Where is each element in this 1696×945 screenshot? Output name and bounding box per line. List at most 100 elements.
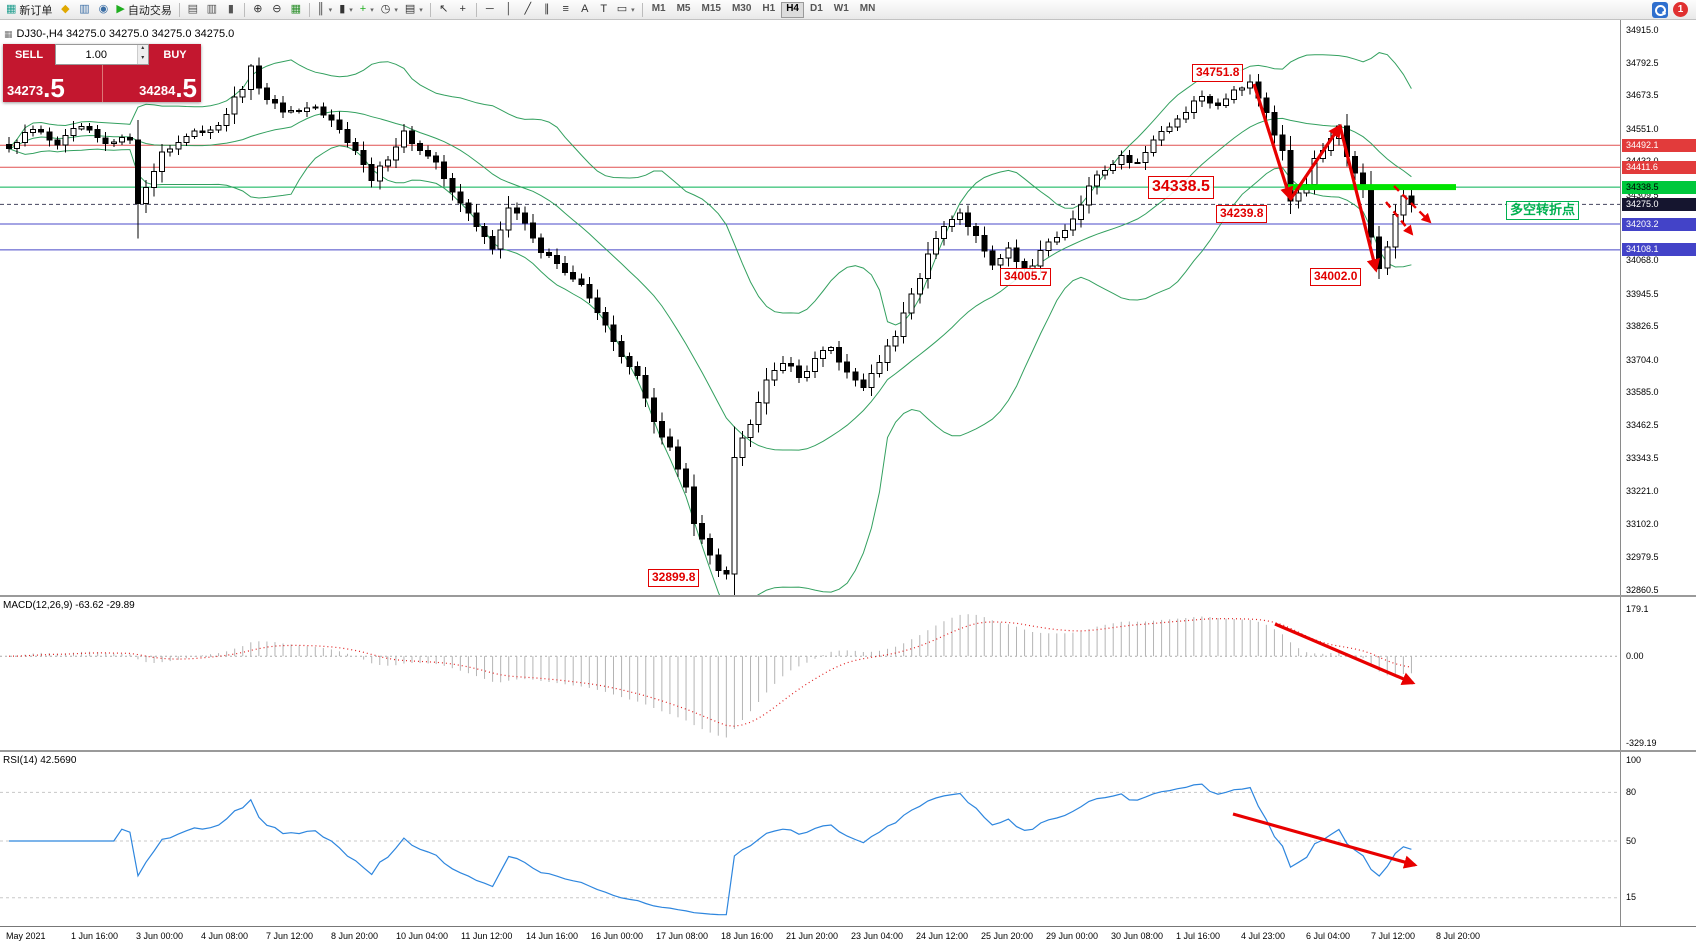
pane-splitter[interactable] — [0, 750, 1696, 752]
period-button[interactable]: ◷ ▾ — [378, 1, 401, 18]
time-axis-label: 16 Jun 00:00 — [591, 931, 644, 941]
timeframe-m1-button[interactable]: M1 — [651, 2, 666, 14]
rsi-pane[interactable]: RSI(14) 42.5690 100 80 50 15 — [0, 752, 1696, 926]
horizontal-levels — [0, 144, 1620, 251]
new-order-icon: ▦ — [6, 3, 17, 15]
timeframe-h1-button[interactable]: H1 — [762, 2, 776, 14]
candle-chart-type-button[interactable]: ▮ ▾ — [336, 1, 356, 18]
macd-chart-svg[interactable] — [0, 597, 1620, 750]
price-axis[interactable]: 34915.034792.534673.534551.034432.034309… — [1620, 20, 1696, 595]
trend-arrows — [1252, 83, 1432, 273]
trend-arrows — [1274, 622, 1416, 685]
add-indicator-button[interactable]: + ▾ — [357, 1, 377, 18]
time-axis[interactable]: May 2021 1 Jun 16:00 3 Jun 00:00 4 Jun 08:0… — [0, 926, 1696, 945]
toolbar-separator — [475, 2, 477, 17]
time-axis-label: 1 Jul 16:00 — [1176, 931, 1221, 941]
crosshair-button[interactable]: + — [454, 1, 472, 18]
zoom-in-button[interactable]: ⊕ — [249, 1, 267, 18]
chevron-down-icon: ▾ — [394, 6, 398, 14]
cursor-button[interactable]: ↖ — [435, 1, 453, 18]
time-axis-label: 4 Jul 23:00 — [1241, 931, 1286, 941]
rsi-chart-svg[interactable] — [0, 752, 1620, 926]
timeframe-m15-button[interactable]: M15 — [701, 2, 721, 14]
rsi-axis-label: 50 — [1626, 835, 1637, 846]
horizontal-line-icon: ─ — [485, 3, 494, 15]
timeframe-d1-button[interactable]: D1 — [810, 2, 823, 14]
main-chart-svg[interactable] — [0, 20, 1620, 595]
fibonacci-button[interactable]: ≡ — [557, 1, 575, 18]
price-tag-34275.0: 34275.0 — [1622, 197, 1696, 211]
timeframe-w1-button[interactable]: W1 — [833, 2, 849, 14]
search-icon[interactable] — [1652, 1, 1668, 18]
navigator-button[interactable]: ◉ — [94, 1, 112, 18]
autotrade-button-label: 自动交易 — [127, 4, 172, 17]
rsi-axis: 100 80 50 15 — [1620, 752, 1696, 926]
macd-pane[interactable]: MACD(12,26,9) -63.62 -29.89 179.1 0.00 -32… — [0, 597, 1696, 750]
buy-button[interactable]: BUY — [149, 44, 201, 65]
autotrade-button[interactable]: ▶ 自动交易 — [113, 1, 174, 18]
chart-bars-icon: ▮ — [227, 3, 234, 15]
price-axis-label: 32979.5 — [1626, 552, 1659, 563]
price-axis-label: 34915.0 — [1626, 24, 1659, 35]
price-axis-label: 33221.0 — [1626, 486, 1659, 497]
timeframe-mn-button[interactable]: MN — [859, 2, 876, 14]
toolbar-right-group: 1 — [1652, 1, 1693, 18]
text-label-icon: T — [600, 3, 608, 15]
ask-price[interactable]: 34284.5 — [101, 65, 201, 102]
rsi-axis-label: 100 — [1626, 754, 1642, 765]
sell-button[interactable]: SELL — [3, 44, 55, 65]
template-button[interactable]: ▤ ▾ — [402, 1, 426, 18]
annotation-34239.8: 34239.8 — [1216, 205, 1268, 223]
chart-icon: ▦ — [4, 28, 13, 39]
volume-input[interactable] — [56, 45, 137, 64]
channel-button[interactable]: ∥ — [538, 1, 556, 18]
new-order-button-label: 新订单 — [19, 4, 53, 17]
tick-chart-button[interactable]: ▤ — [184, 1, 202, 18]
add-indicator-icon: + — [359, 3, 367, 15]
time-axis-label: 18 Jun 16:00 — [721, 931, 774, 941]
new-order-button[interactable]: ▦ 新订单 — [3, 1, 55, 18]
macd-axis-label: 179.1 — [1626, 603, 1649, 614]
bar-chart-type-button[interactable]: ║ ▾ — [314, 1, 335, 18]
annotation-34751.8: 34751.8 — [1192, 64, 1244, 82]
trendline-icon: ╱ — [524, 3, 532, 15]
cursor-icon: ↖ — [439, 3, 449, 15]
text-button[interactable]: A — [576, 1, 594, 18]
time-axis-label: 14 Jun 16:00 — [526, 931, 579, 941]
timeframe-m30-button[interactable]: M30 — [731, 2, 752, 14]
horizontal-line-button[interactable]: ─ — [481, 1, 499, 18]
depth-of-market-button[interactable]: ▥ — [203, 1, 221, 18]
chart-window-button[interactable]: ◆ — [56, 1, 74, 18]
timeframe-m5-button[interactable]: M5 — [676, 2, 691, 14]
trendline-button[interactable]: ╱ — [519, 1, 537, 18]
toolbar-separator — [429, 2, 431, 17]
bid-price[interactable]: 34273.5 — [3, 65, 102, 102]
price-axis-label: 33462.5 — [1626, 420, 1659, 431]
price-axis-label: 33826.5 — [1626, 321, 1659, 332]
annotation-34338.5: 34338.5 — [1148, 176, 1214, 199]
zoom-out-button[interactable]: ⊖ — [268, 1, 286, 18]
shapes-button[interactable]: ▭ ▾ — [614, 1, 638, 18]
macd-label: MACD(12,26,9) -63.62 -29.89 — [3, 600, 135, 611]
tick-chart-icon: ▤ — [187, 3, 199, 15]
annotation-32899.8: 32899.8 — [648, 569, 700, 587]
pane-splitter[interactable] — [0, 595, 1696, 597]
market-watch-button[interactable]: ▥ — [75, 1, 93, 18]
chart-bars-button[interactable]: ▮ — [222, 1, 240, 18]
depth-of-market-icon: ▥ — [206, 3, 218, 15]
candles — [6, 57, 1415, 595]
volume-up-button[interactable]: ▴ — [137, 45, 148, 55]
timeframe-h4-button[interactable]: H4 — [781, 1, 804, 18]
bid-main-digits: 34273 — [7, 83, 44, 99]
main-chart-pane[interactable]: ▦ DJ30-,H4 34275.0 34275.0 34275.0 34275… — [0, 20, 1696, 595]
chevron-down-icon: ▾ — [349, 6, 353, 14]
time-axis-label: 7 Jun 12:00 — [266, 931, 314, 941]
volume-down-button[interactable]: ▾ — [137, 54, 148, 64]
vertical-line-button[interactable]: │ — [500, 1, 518, 18]
price-axis-label: 34792.5 — [1626, 57, 1659, 68]
time-axis-label: 30 Jun 08:00 — [1111, 931, 1164, 941]
grid-button[interactable]: ▦ — [287, 1, 305, 18]
notification-badge[interactable]: 1 — [1673, 2, 1688, 17]
chevron-down-icon: ▾ — [328, 6, 333, 14]
text-label-button[interactable]: T — [595, 1, 613, 18]
